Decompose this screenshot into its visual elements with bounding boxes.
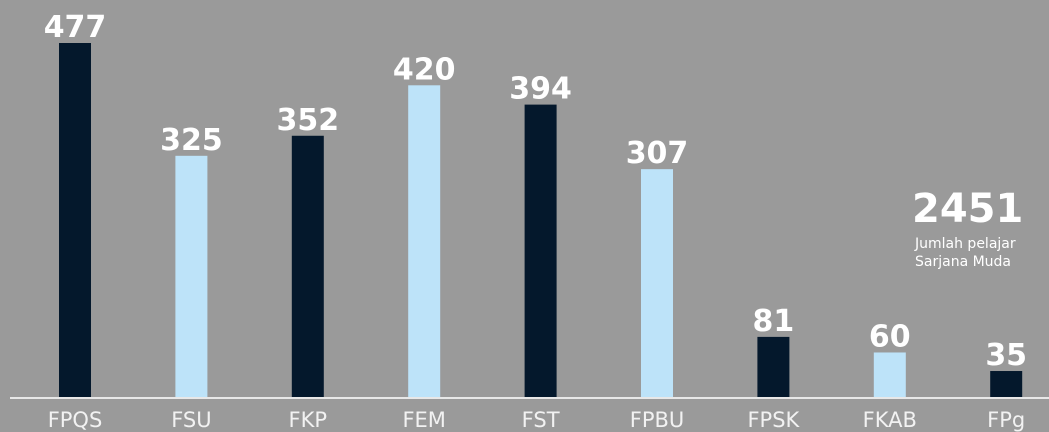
category-label: FPg xyxy=(987,408,1025,432)
bar xyxy=(641,169,673,397)
value-label: 35 xyxy=(985,338,1027,373)
value-label: 420 xyxy=(393,52,456,87)
total-label: Sarjana Muda xyxy=(915,254,1011,270)
value-label: 60 xyxy=(869,319,911,354)
bar xyxy=(291,135,324,398)
value-label: 325 xyxy=(160,123,223,158)
bar xyxy=(59,43,91,397)
bar xyxy=(757,336,790,397)
category-label: FEM xyxy=(402,408,445,432)
bar xyxy=(408,85,441,398)
category-label: FPBU xyxy=(630,408,685,432)
bar xyxy=(990,371,1023,397)
total-label: Jumlah pelajar xyxy=(914,236,1016,252)
category-label: FST xyxy=(522,408,560,432)
category-label: FPQS xyxy=(48,408,103,432)
category-label: FKP xyxy=(289,408,328,432)
category-label: FKAB xyxy=(863,408,917,432)
value-label: 394 xyxy=(509,72,572,107)
value-label: 477 xyxy=(44,10,107,45)
total-value: 2451 xyxy=(912,186,1023,232)
category-label: FSU xyxy=(171,408,211,432)
category-label: FPSK xyxy=(747,408,800,432)
value-label: 352 xyxy=(276,103,339,138)
bar xyxy=(873,352,906,397)
bar xyxy=(175,155,208,397)
bar xyxy=(524,104,557,398)
value-label: 81 xyxy=(753,304,795,339)
value-label: 307 xyxy=(626,136,689,171)
